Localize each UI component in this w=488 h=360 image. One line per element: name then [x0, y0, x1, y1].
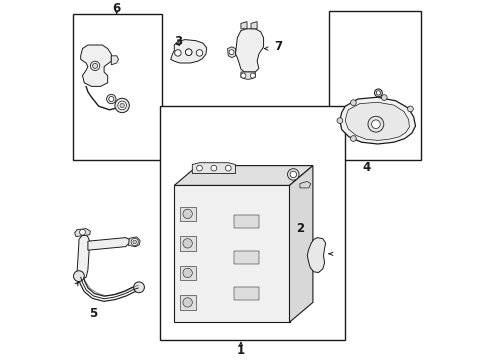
Polygon shape: [192, 163, 235, 174]
Polygon shape: [241, 22, 246, 29]
Circle shape: [350, 136, 356, 141]
Circle shape: [183, 47, 194, 58]
Polygon shape: [170, 40, 206, 63]
Polygon shape: [81, 45, 111, 86]
Text: 6: 6: [112, 3, 121, 15]
Polygon shape: [299, 181, 310, 188]
Polygon shape: [289, 166, 312, 322]
Circle shape: [196, 165, 202, 171]
Circle shape: [106, 94, 116, 104]
Polygon shape: [179, 207, 196, 221]
Polygon shape: [250, 22, 257, 29]
Polygon shape: [241, 72, 255, 79]
Circle shape: [225, 165, 231, 171]
Polygon shape: [234, 287, 259, 300]
Polygon shape: [235, 29, 263, 72]
Circle shape: [250, 73, 255, 78]
Polygon shape: [339, 97, 415, 144]
Circle shape: [371, 120, 380, 129]
Polygon shape: [77, 235, 89, 279]
Polygon shape: [345, 102, 408, 140]
Circle shape: [183, 209, 192, 219]
Circle shape: [174, 50, 181, 56]
Circle shape: [92, 63, 98, 68]
Text: 1: 1: [236, 345, 244, 357]
Circle shape: [183, 239, 192, 248]
Circle shape: [133, 240, 136, 244]
Polygon shape: [227, 47, 235, 58]
Text: 7: 7: [274, 40, 282, 53]
Polygon shape: [128, 237, 140, 247]
Bar: [328, 11, 420, 160]
Bar: [73, 14, 162, 160]
Circle shape: [133, 282, 144, 293]
Circle shape: [115, 98, 129, 113]
Polygon shape: [174, 166, 312, 185]
Circle shape: [287, 168, 299, 180]
Polygon shape: [306, 238, 325, 273]
Circle shape: [381, 95, 386, 100]
Polygon shape: [179, 236, 196, 251]
Circle shape: [108, 96, 114, 102]
Circle shape: [196, 50, 203, 56]
Text: 3: 3: [173, 35, 182, 48]
Polygon shape: [75, 229, 90, 237]
Circle shape: [73, 271, 84, 282]
Bar: [160, 106, 345, 340]
Polygon shape: [174, 185, 289, 322]
Polygon shape: [234, 215, 259, 228]
Circle shape: [90, 61, 100, 71]
Text: 4: 4: [362, 161, 370, 174]
Circle shape: [211, 165, 216, 171]
Circle shape: [183, 298, 192, 307]
Polygon shape: [111, 56, 118, 65]
Circle shape: [289, 171, 296, 178]
Circle shape: [120, 103, 124, 108]
Circle shape: [185, 49, 192, 55]
Circle shape: [228, 50, 234, 55]
Circle shape: [80, 229, 85, 235]
Circle shape: [131, 238, 138, 246]
Circle shape: [183, 268, 192, 278]
Circle shape: [374, 89, 382, 97]
Text: 2: 2: [296, 222, 304, 235]
Circle shape: [241, 73, 245, 78]
Polygon shape: [88, 238, 129, 250]
Circle shape: [407, 106, 412, 112]
Circle shape: [118, 101, 126, 110]
Circle shape: [350, 100, 356, 105]
Text: 5: 5: [89, 307, 97, 320]
Circle shape: [375, 91, 380, 95]
Polygon shape: [179, 295, 196, 310]
Polygon shape: [179, 266, 196, 280]
Circle shape: [336, 118, 342, 123]
Polygon shape: [234, 251, 259, 264]
Circle shape: [367, 116, 383, 132]
Circle shape: [185, 49, 192, 55]
